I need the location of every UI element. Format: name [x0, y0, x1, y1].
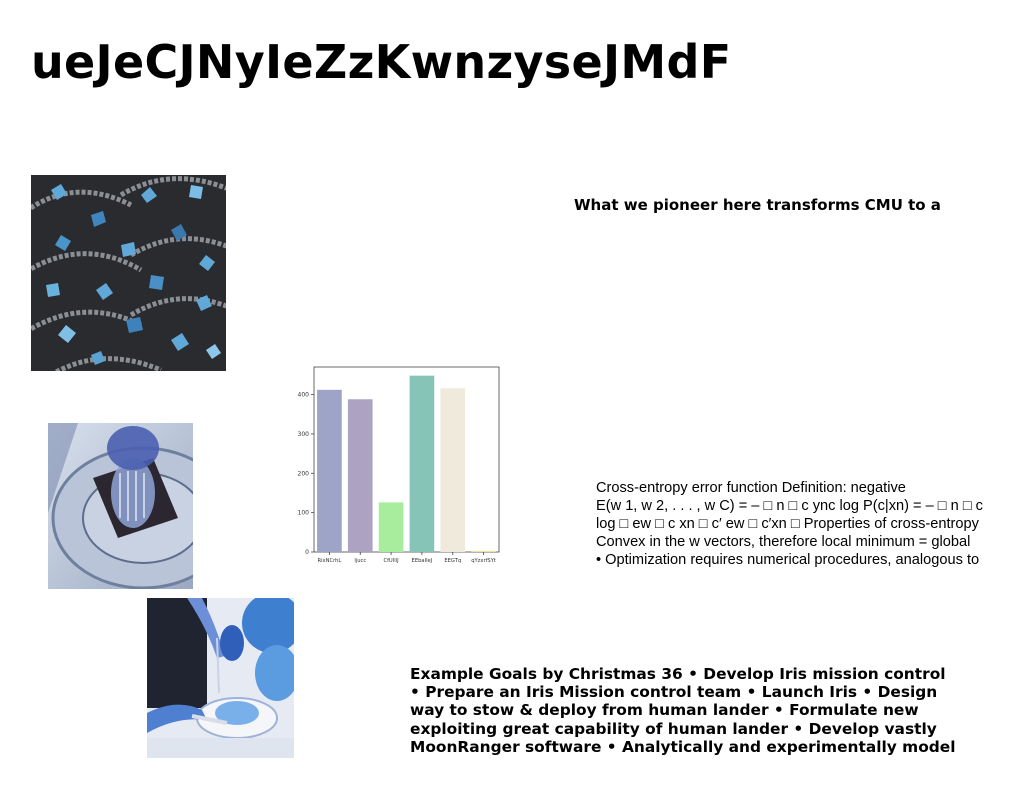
bar-chart: 0 100 200 300 400 RixNCrhL ljucc CfUIllJ EEbaIle… [294, 362, 504, 568]
bar-1 [347, 399, 373, 552]
y-tick-label-1: 100 [298, 510, 310, 517]
x-tick-label-5: qYzxrfSYt [471, 558, 496, 564]
goals-line-3: way to stow & deploy from human lander •… [410, 701, 919, 720]
cross-entropy-line-4: Convex in the w vectors, therefore local… [596, 534, 971, 550]
y-tick-label-0: 0 [305, 549, 309, 556]
cross-entropy-line-3: log □ ew □ c xn □ c′ ew □ c′xn □ Propert… [596, 516, 979, 532]
goals-line-5: MoonRanger software • Analytically and e… [410, 737, 956, 756]
y-tick-label-2: 200 [298, 470, 310, 477]
headline-text: What we pioneer here transforms CMU to a [574, 196, 941, 214]
x-tick-label-2: CfUIllJ [383, 558, 399, 564]
bar-2 [378, 502, 404, 552]
x-tick-label-1: ljucc [354, 558, 366, 564]
x-tick-label-4: EEGTq [444, 558, 461, 564]
goals-line-4: exploiting great capability of human lan… [410, 719, 937, 738]
x-tick-label-3: EEbaIleJ [412, 558, 433, 564]
bar-4 [440, 388, 466, 552]
slide-title: ueJeCJNyIeZzKwnzyseJMdF [31, 35, 732, 89]
x-tick-label-0: RixNCrhL [317, 558, 341, 564]
y-tick-label-3: 300 [298, 431, 310, 438]
bar-3 [409, 375, 435, 552]
cross-entropy-line-2: E(w 1, w 2, . . . , w C) = – □ n □ c ync… [596, 498, 983, 514]
goals-line-2: • Prepare an Iris Mission control team •… [410, 683, 938, 702]
goals-line-1: Example Goals by Christmas 36 • Develop … [410, 665, 946, 683]
goals-text: Example Goals by Christmas 36 • Develop … [410, 665, 1010, 756]
cross-entropy-line-1: Cross-entropy error function Definition:… [596, 480, 906, 496]
bar-5 [471, 550, 496, 552]
cross-entropy-line-5: • Optimization requires numerical proced… [596, 552, 980, 568]
hands-cutting-photo [147, 598, 294, 758]
petals-photo [31, 175, 226, 371]
bar-0 [317, 389, 342, 552]
glass-object-photo [48, 423, 193, 589]
cross-entropy-text: Cross-entropy error function Definition:… [596, 479, 1024, 569]
y-tick-label-4: 400 [298, 392, 310, 399]
bar-chart-svg: 0 100 200 300 400 RixNCrhL ljucc CfUIllJ EEbaIle… [298, 366, 500, 564]
chart-frame [313, 366, 500, 553]
